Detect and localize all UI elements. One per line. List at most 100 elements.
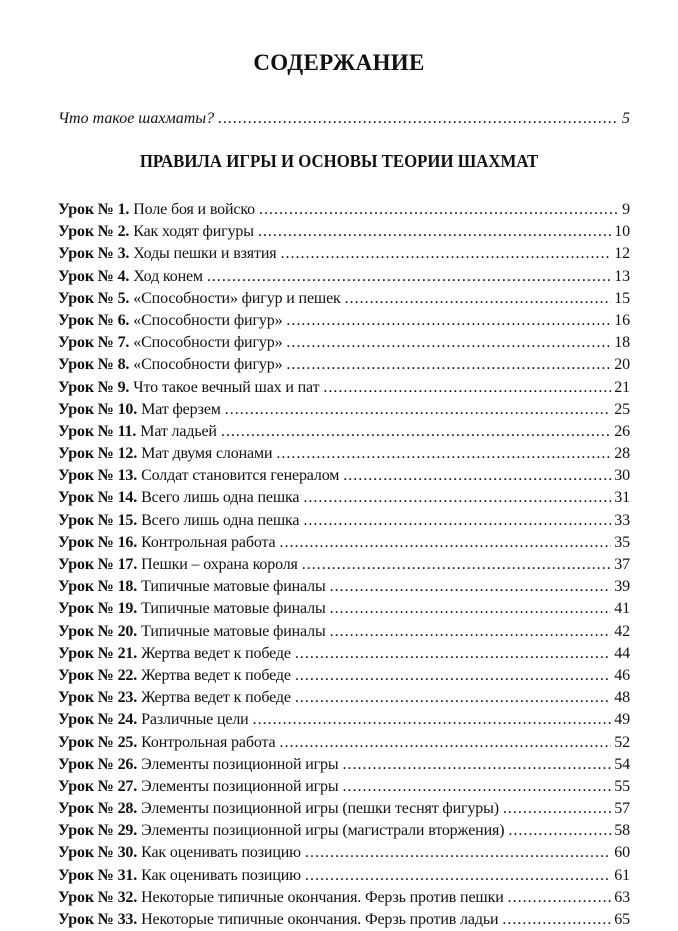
lesson-number: Урок № 29. bbox=[58, 822, 138, 840]
lesson-number: Урок № 10. bbox=[58, 400, 138, 418]
lesson-title: Всего лишь одна пешка bbox=[141, 489, 300, 507]
lesson-number: Урок № 14. bbox=[58, 489, 138, 507]
dot-leader bbox=[343, 754, 612, 776]
dot-leader bbox=[330, 598, 612, 620]
toc-entry[interactable]: Урок № 12.Мат двумя слонами 28 bbox=[58, 443, 630, 465]
dot-leader bbox=[295, 665, 611, 687]
lesson-title: Типичные матовые финалы bbox=[141, 578, 326, 596]
dot-leader bbox=[218, 110, 617, 128]
toc-entry[interactable]: Урок № 5.«Способности» фигур и пешек 15 bbox=[58, 288, 630, 310]
lesson-title: Ход конем bbox=[133, 267, 203, 285]
lesson-number: Урок № 1. bbox=[58, 201, 130, 218]
toc-entry[interactable]: Урок № 11.Мат ладьей 26 bbox=[58, 421, 630, 443]
toc-entry[interactable]: Урок № 18.Типичные матовые финалы 39 bbox=[58, 576, 630, 598]
dot-leader bbox=[286, 310, 611, 332]
toc-entry[interactable]: Урок № 3.Ходы пешки и взятия 12 bbox=[58, 243, 630, 265]
page-number: 5 bbox=[622, 110, 630, 127]
lesson-number: Урок № 20. bbox=[58, 622, 138, 640]
lesson-number: Урок № 15. bbox=[58, 511, 138, 529]
lesson-number: Урок № 28. bbox=[58, 800, 138, 818]
lesson-number: Урок № 6. bbox=[58, 311, 130, 329]
lesson-title: Как ходят фигуры bbox=[133, 223, 254, 241]
toc-entry[interactable]: Урок № 13.Солдат становится генералом 30 bbox=[58, 465, 630, 487]
page-number: 26 bbox=[614, 422, 630, 440]
toc-entry[interactable]: Урок № 4.Ход конем 13 bbox=[58, 266, 630, 288]
dot-leader bbox=[207, 266, 611, 288]
toc-entry[interactable]: Урок № 22.Жертва ведет к победе 46 bbox=[58, 665, 630, 687]
toc-entry[interactable]: Урок № 29. Элементы позиционной игры (маг… bbox=[58, 820, 630, 842]
dot-leader bbox=[508, 820, 611, 842]
toc-entry[interactable]: Урок № 21.Жертва ведет к победе 44 bbox=[58, 643, 630, 665]
toc-entry[interactable]: Урок № 31.Как оценивать позицию 61 bbox=[58, 865, 630, 887]
lesson-number: Урок № 18. bbox=[58, 578, 138, 596]
dot-leader bbox=[280, 243, 611, 265]
toc-entry[interactable]: Урок № 14.Всего лишь одна пешка 31 bbox=[58, 487, 630, 509]
page-number: 44 bbox=[614, 644, 630, 662]
page-number: 18 bbox=[614, 334, 630, 352]
lesson-number: Урок № 9. bbox=[58, 378, 130, 396]
toc-entry[interactable]: Урок № 26.Элементы позиционной игры 54 bbox=[58, 754, 630, 776]
dot-leader bbox=[508, 887, 612, 909]
lesson-number: Урок № 7. bbox=[58, 334, 130, 352]
toc-entry-intro[interactable]: Что такое шахматы? 5 bbox=[58, 110, 630, 128]
page-title: СОДЕРЖАНИЕ bbox=[253, 50, 425, 75]
lesson-title: «Способности фигур» bbox=[133, 334, 283, 352]
page-number: 21 bbox=[614, 378, 630, 396]
toc-entry[interactable]: Урок № 1.Поле боя и войско 9 bbox=[58, 199, 630, 221]
toc-entry[interactable]: Урок № 27.Элементы позиционной игры 55 bbox=[58, 776, 630, 798]
toc-entry[interactable]: Урок № 2.Как ходят фигуры 10 bbox=[58, 221, 630, 243]
lesson-title: Элементы позиционной игры bbox=[141, 777, 339, 795]
dot-leader bbox=[221, 421, 611, 443]
page-number: 52 bbox=[614, 733, 630, 751]
page-number: 65 bbox=[614, 911, 630, 928]
dot-leader bbox=[303, 510, 611, 532]
lesson-title: Всего лишь одна пешка bbox=[141, 511, 300, 529]
toc-entry[interactable]: Урок № 28. Элементы позиционной игры (пеш… bbox=[58, 798, 630, 820]
dot-leader bbox=[302, 554, 612, 576]
toc-entry[interactable]: Урок № 10.Мат ферзем 25 bbox=[58, 399, 630, 421]
toc-entry[interactable]: Урок № 15.Всего лишь одна пешка 33 bbox=[58, 510, 630, 532]
lesson-title: «Способности» фигур и пешек bbox=[133, 289, 341, 307]
lesson-title: Поле боя и войско bbox=[133, 201, 255, 218]
toc-entry[interactable]: Урок № 6.«Способности фигур» 16 bbox=[58, 310, 630, 332]
lesson-title: Мат ферзем bbox=[141, 400, 221, 418]
lesson-title: Типичные матовые финалы bbox=[141, 622, 326, 640]
toc-entry[interactable]: Урок № 25.Контрольная работа 52 bbox=[58, 732, 630, 754]
toc-entry[interactable]: Урок № 30.Как оценивать позицию 60 bbox=[58, 842, 630, 864]
page-number: 16 bbox=[614, 311, 630, 329]
lesson-number: Урок № 11. bbox=[58, 422, 137, 440]
toc-entry[interactable]: Урок № 33. Некоторые типичные окончания. … bbox=[58, 909, 630, 931]
dot-leader bbox=[503, 798, 611, 820]
lesson-title: Что такое вечный шах и пат bbox=[133, 378, 320, 396]
lesson-title: Как оценивать позицию bbox=[141, 866, 301, 884]
lesson-title: Контрольная работа bbox=[141, 733, 276, 751]
page-number: 49 bbox=[614, 711, 630, 729]
page-number: 20 bbox=[614, 356, 630, 374]
toc-entry[interactable]: Урок № 24.Различные цели 49 bbox=[58, 709, 630, 731]
dot-leader bbox=[303, 487, 611, 509]
page-number: 41 bbox=[614, 600, 630, 618]
toc-entry[interactable]: Урок № 17.Пешки – охрана короля 37 bbox=[58, 554, 630, 576]
page-number: 31 bbox=[614, 489, 630, 507]
lesson-number: Урок № 24. bbox=[58, 711, 138, 729]
toc-entry[interactable]: Урок № 16.Контрольная работа 35 bbox=[58, 532, 630, 554]
toc-entry[interactable]: Урок № 8.«Способности фигур» 20 bbox=[58, 354, 630, 376]
page-number: 9 bbox=[622, 201, 630, 218]
lesson-title: Некоторые типичные окончания. Ферзь прот… bbox=[141, 911, 499, 928]
lesson-number: Урок № 3. bbox=[58, 245, 130, 263]
page-number: 35 bbox=[614, 533, 630, 551]
dot-leader bbox=[330, 621, 612, 643]
toc-entry[interactable]: Урок № 20.Типичные матовые финалы 42 bbox=[58, 621, 630, 643]
toc-entry[interactable]: Урок № 32. Некоторые типичные окончания. … bbox=[58, 887, 630, 909]
entry-title: Что такое шахматы? bbox=[58, 110, 215, 127]
dot-leader bbox=[259, 199, 617, 221]
page-number: 42 bbox=[614, 622, 630, 640]
toc-entry[interactable]: Урок № 23.Жертва ведет к победе 48 bbox=[58, 687, 630, 709]
page-number: 25 bbox=[614, 400, 630, 418]
toc-entry[interactable]: Урок № 19.Типичные матовые финалы 41 bbox=[58, 598, 630, 620]
toc-entry[interactable]: Урок № 7.«Способности фигур» 18 bbox=[58, 332, 630, 354]
page-number: 15 bbox=[614, 289, 630, 307]
toc-entry[interactable]: Урок № 9.Что такое вечный шах и пат 21 bbox=[58, 377, 630, 399]
lesson-title: «Способности фигур» bbox=[133, 356, 283, 374]
dot-leader bbox=[305, 865, 611, 887]
